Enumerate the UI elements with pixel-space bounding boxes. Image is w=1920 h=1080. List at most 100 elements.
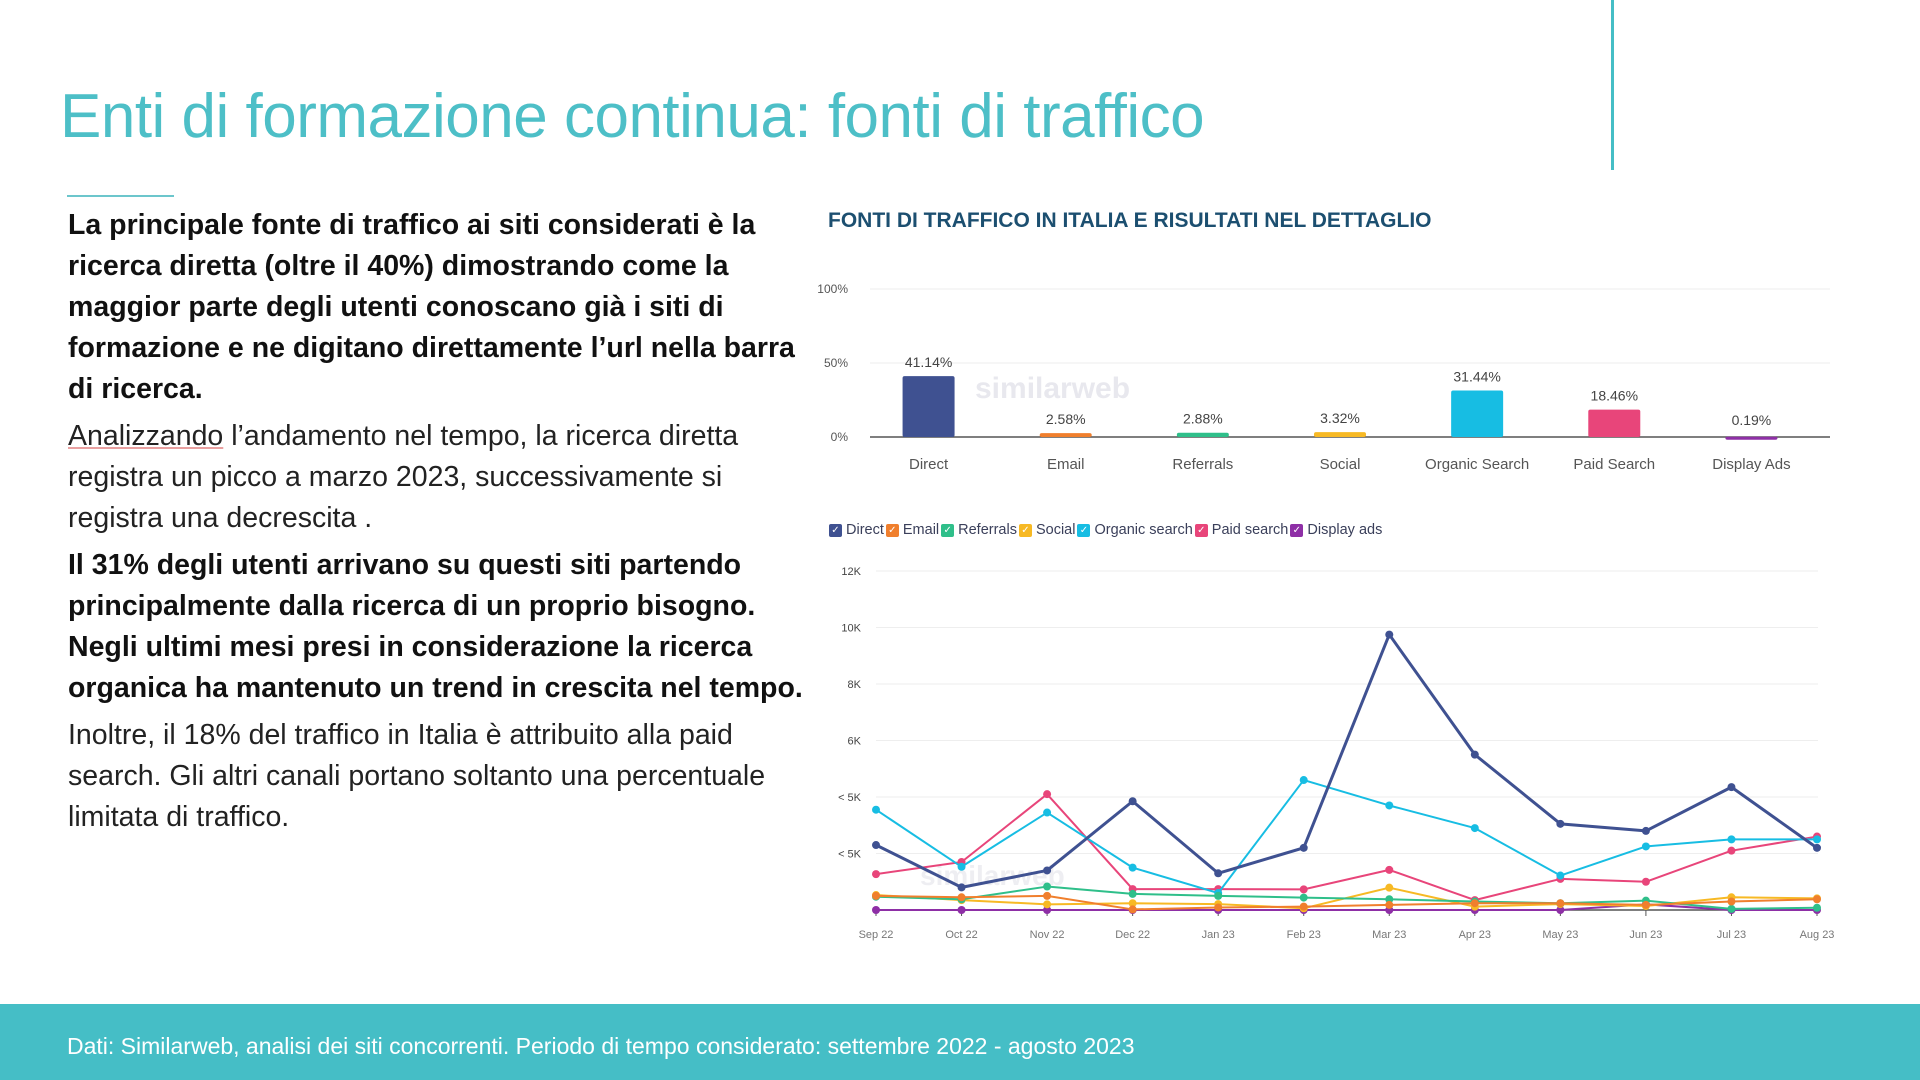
line-x-tick: Dec 22 bbox=[1115, 929, 1150, 941]
point-display-ads bbox=[957, 906, 966, 914]
bar-organic-search bbox=[1451, 390, 1504, 437]
point-direct bbox=[957, 883, 966, 892]
text-column: La principale fonte di traffico ai siti … bbox=[68, 205, 813, 844]
bar-data-label: 0.19% bbox=[1732, 412, 1772, 428]
legend-item-social[interactable]: ✓ Social bbox=[1018, 522, 1076, 538]
point-email bbox=[1043, 891, 1052, 900]
point-direct bbox=[1813, 843, 1821, 852]
line-x-tick: Oct 22 bbox=[945, 929, 977, 941]
point-organic-search bbox=[957, 862, 966, 871]
point-display-ads bbox=[1043, 906, 1052, 914]
point-direct bbox=[1299, 843, 1308, 852]
point-direct bbox=[1641, 826, 1650, 835]
line-x-tick: Mar 23 bbox=[1372, 929, 1406, 941]
series-line-email bbox=[875, 894, 1818, 911]
line-x-tick: Jul 23 bbox=[1717, 929, 1746, 941]
point-paid-search bbox=[1385, 865, 1394, 874]
point-organic-search bbox=[1128, 863, 1137, 872]
point-paid-search bbox=[1727, 846, 1736, 855]
accent-vertical-line bbox=[1611, 0, 1614, 170]
bar-category-label: Display Ads bbox=[1712, 456, 1790, 473]
line-x-tick: Apr 23 bbox=[1459, 929, 1491, 941]
bar-data-label: 3.32% bbox=[1320, 410, 1360, 426]
line-x-tick: Aug 23 bbox=[1800, 929, 1835, 941]
point-organic-search bbox=[1470, 824, 1479, 833]
point-organic-search bbox=[1727, 835, 1736, 844]
point-email bbox=[1470, 899, 1479, 908]
point-organic-search bbox=[1641, 842, 1650, 851]
bar-category-label: Social bbox=[1320, 456, 1361, 473]
line-x-tick: Nov 22 bbox=[1030, 929, 1065, 941]
line-y-tick: 6K bbox=[848, 736, 862, 748]
line-chart-legend: ✓ Direct ✓ Email ✓ Referrals ✓ Social ✓ Organic s… bbox=[829, 522, 1384, 538]
bar-category-label: Organic Search bbox=[1425, 456, 1529, 473]
line-y-tick: < 5K bbox=[838, 849, 862, 861]
point-paid-search bbox=[1043, 790, 1052, 799]
legend-item-organic-search[interactable]: ✓ Organic search bbox=[1077, 522, 1193, 538]
point-referrals bbox=[1299, 893, 1308, 902]
underlined-word: Analizzando bbox=[68, 420, 224, 452]
bar-category-label: Referrals bbox=[1172, 456, 1233, 473]
footer-source-text: Dati: Similarweb, analisi dei siti conco… bbox=[67, 1033, 1135, 1059]
legend-item-email[interactable]: ✓ Email bbox=[885, 522, 940, 538]
line-y-tick: < 5K bbox=[838, 792, 862, 804]
checkbox-icon[interactable]: ✓ bbox=[1018, 523, 1032, 537]
point-direct bbox=[1128, 797, 1137, 806]
point-organic-search bbox=[1385, 801, 1394, 810]
point-referrals bbox=[1214, 891, 1223, 900]
bar-y-tick: 100% bbox=[817, 282, 848, 296]
bar-direct bbox=[902, 376, 955, 437]
paragraph-paid: Inoltre, il 18% del traffico in Italia è… bbox=[68, 719, 766, 833]
point-social bbox=[1385, 883, 1394, 892]
series-line-referrals bbox=[875, 885, 1818, 910]
checkbox-icon[interactable]: ✓ bbox=[1077, 523, 1091, 537]
legend-item-display-ads[interactable]: ✓ Display ads bbox=[1290, 522, 1382, 538]
point-paid-search bbox=[1641, 877, 1650, 886]
bar-email bbox=[1039, 433, 1092, 437]
checkbox-icon[interactable]: ✓ bbox=[1290, 523, 1304, 537]
legend-item-direct[interactable]: ✓ Direct bbox=[829, 522, 884, 538]
point-referrals bbox=[1813, 903, 1821, 912]
point-email bbox=[1727, 897, 1736, 906]
slide-title: Enti di formazione continua: fonti di tr… bbox=[60, 82, 1205, 151]
legend-item-paid-search[interactable]: ✓ Paid search bbox=[1194, 522, 1289, 538]
bar-social bbox=[1314, 432, 1366, 437]
checkbox-icon[interactable]: ✓ bbox=[885, 523, 899, 537]
line-x-tick: Sep 22 bbox=[859, 929, 894, 941]
point-email bbox=[1128, 905, 1137, 914]
point-email bbox=[957, 893, 966, 902]
paragraph-trend-text: l’andamento nel tempo, la ricerca dirett… bbox=[68, 420, 739, 534]
legend-label: Display ads bbox=[1307, 522, 1383, 538]
series-line-organic-search bbox=[875, 779, 1817, 895]
point-social bbox=[1043, 900, 1052, 909]
point-organic-search bbox=[872, 805, 880, 814]
point-organic-search bbox=[1043, 808, 1052, 817]
series-line-paid-search bbox=[875, 793, 1818, 902]
point-referrals bbox=[1727, 904, 1736, 913]
line-x-tick: Feb 23 bbox=[1287, 929, 1321, 941]
bar-data-label: 18.46% bbox=[1591, 388, 1638, 404]
paragraph-organic: Il 31% degli utenti arrivano su questi s… bbox=[68, 549, 803, 704]
legend-label: Direct bbox=[846, 522, 884, 538]
checkbox-icon[interactable]: ✓ bbox=[1194, 523, 1208, 537]
point-referrals bbox=[1385, 895, 1394, 904]
point-email bbox=[1641, 900, 1650, 909]
line-x-tick: Jun 23 bbox=[1629, 929, 1662, 941]
bar-data-label: 2.58% bbox=[1046, 411, 1086, 427]
point-social bbox=[1128, 899, 1137, 908]
point-direct bbox=[1727, 783, 1736, 792]
bar-category-label: Email bbox=[1047, 456, 1085, 473]
point-paid-search bbox=[872, 870, 880, 879]
checkbox-icon[interactable]: ✓ bbox=[829, 523, 842, 537]
legend-label: Paid search bbox=[1211, 522, 1289, 538]
watermark-similarweb: similarweb bbox=[975, 372, 1130, 405]
legend-label: Email bbox=[902, 522, 940, 538]
checkbox-icon[interactable]: ✓ bbox=[941, 523, 955, 537]
legend-label: Social bbox=[1035, 522, 1076, 538]
point-direct bbox=[1385, 630, 1394, 639]
point-direct bbox=[1470, 750, 1479, 759]
point-referrals bbox=[1043, 882, 1052, 891]
legend-item-referrals[interactable]: ✓ Referrals bbox=[941, 522, 1017, 538]
point-display-ads bbox=[1556, 906, 1565, 914]
